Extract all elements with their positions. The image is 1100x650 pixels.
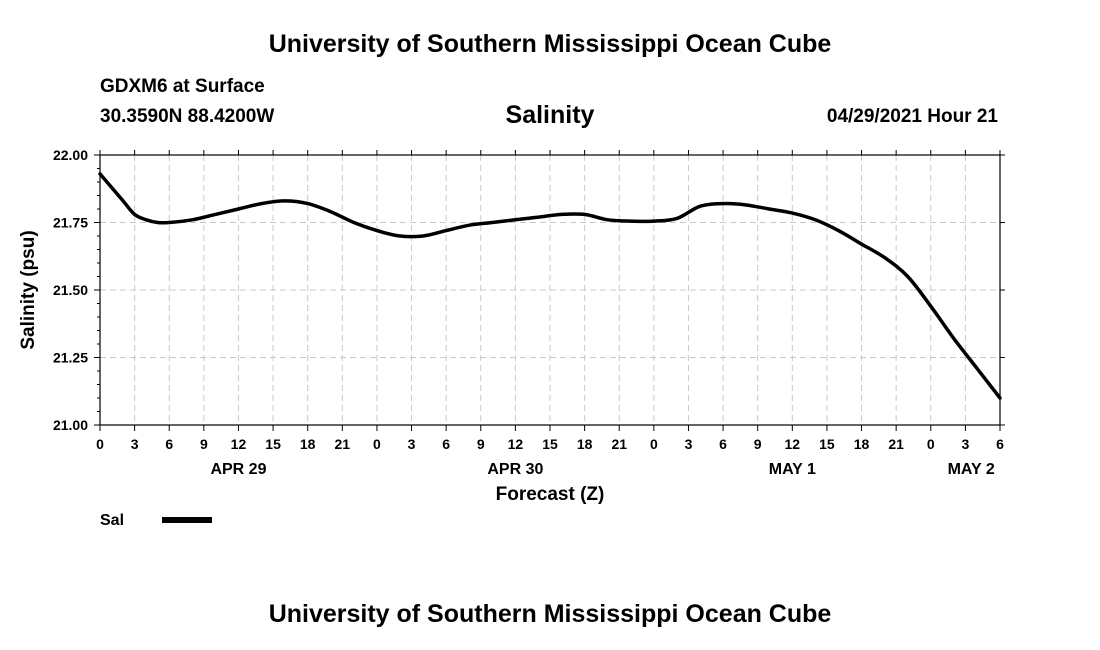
x-axis-label: Forecast (Z) [496, 484, 605, 505]
x-tick-label: 3 [685, 436, 693, 452]
x-tick-label: 21 [611, 436, 627, 452]
x-tick-label: 0 [650, 436, 658, 452]
salinity-line [98, 172, 1002, 400]
date-labels: APR 29 APR 30 MAY 1 MAY 2 [210, 461, 994, 478]
x-tick-label: 3 [131, 436, 139, 452]
x-tick-label: 9 [754, 436, 762, 452]
x-tick-label: 18 [300, 436, 316, 452]
x-tick-label: 12 [231, 436, 247, 452]
date-label: MAY 2 [948, 461, 995, 478]
x-tick-label: 12 [785, 436, 801, 452]
date-label: APR 30 [487, 461, 543, 478]
x-tick-label: 6 [165, 436, 173, 452]
x-tick-label: 0 [927, 436, 935, 452]
x-tick-label: 6 [719, 436, 727, 452]
x-tick-label: 0 [96, 436, 104, 452]
axis-ticks [94, 150, 1005, 431]
x-tick-label: 3 [961, 436, 969, 452]
x-tick-label: 15 [265, 436, 281, 452]
y-tick-labels: 21.00 21.25 21.50 21.75 22.00 [53, 147, 88, 433]
forecast-timestamp: 04/29/2021 Hour 21 [826, 106, 998, 127]
x-tick-label: 9 [477, 436, 485, 452]
x-tick-label: 15 [542, 436, 558, 452]
y-axis-label: Salinity (psu) [18, 230, 39, 349]
footer-title: University of Southern Mississippi Ocean… [268, 600, 832, 628]
date-label: APR 29 [210, 461, 266, 478]
y-tick-label: 21.25 [53, 350, 88, 366]
y-tick-label: 21.50 [53, 282, 88, 298]
x-tick-label: 3 [408, 436, 416, 452]
plot-frame [99, 154, 1001, 426]
x-tick-label: 9 [200, 436, 208, 452]
x-tick-label: 15 [819, 436, 835, 452]
x-tick-label: 0 [373, 436, 381, 452]
x-tick-label: 6 [996, 436, 1004, 452]
x-tick-label: 21 [335, 436, 351, 452]
date-label: MAY 1 [769, 461, 816, 478]
x-tick-labels: 0 3 6 9 12 15 18 21 0 3 6 9 12 15 18 21 0 3 6 9 12 15 18 21 0 3 6 [96, 436, 1004, 452]
page-title: University of Southern Mississippi Ocean… [268, 30, 832, 58]
x-tick-label: 12 [508, 436, 524, 452]
y-tick-label: 21.75 [53, 215, 88, 231]
y-tick-label: 21.00 [53, 417, 88, 433]
station-coordinates: 30.3590N 88.4200W [100, 106, 275, 127]
chart-title: Salinity [505, 101, 595, 129]
grid-lines [100, 155, 1000, 425]
x-tick-label: 18 [577, 436, 593, 452]
x-tick-label: 21 [888, 436, 904, 452]
x-tick-label: 6 [442, 436, 450, 452]
y-tick-label: 22.00 [53, 147, 88, 163]
station-label: GDXM6 at Surface [100, 76, 265, 97]
legend-label: Sal [100, 512, 124, 529]
x-tick-label: 18 [854, 436, 870, 452]
